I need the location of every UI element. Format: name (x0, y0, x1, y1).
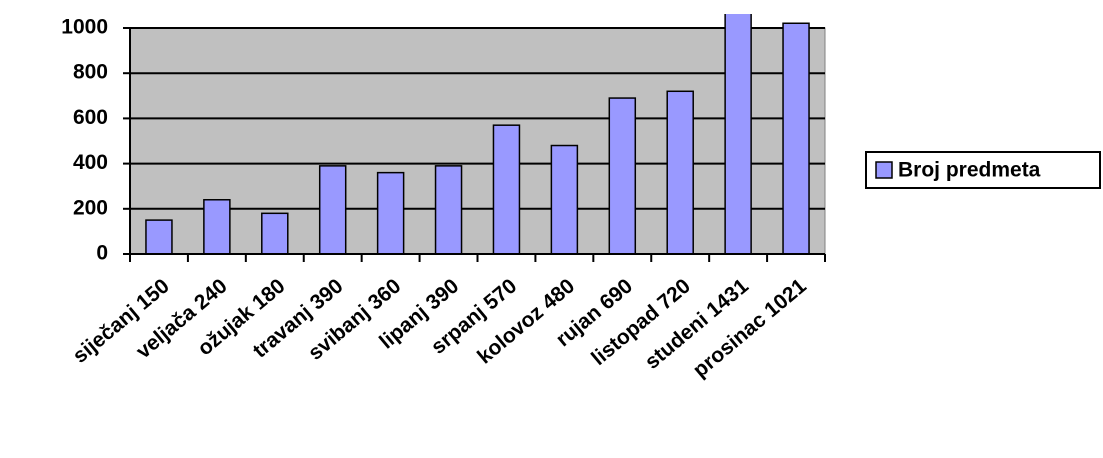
legend-label: Broj predmeta (898, 159, 1041, 182)
bar (724, 14, 752, 255)
bar (145, 219, 173, 255)
bar (492, 124, 521, 255)
bar (666, 90, 694, 255)
bar (318, 165, 347, 255)
bar (434, 165, 463, 255)
bar (782, 22, 810, 255)
bar (376, 171, 405, 255)
y-tick-label: 200 (73, 196, 108, 219)
legend-box (865, 151, 1101, 189)
bar (203, 199, 231, 255)
bar (550, 144, 579, 255)
y-tick-label: 600 (73, 106, 108, 129)
plot-area (129, 27, 826, 255)
y-tick-label: 0 (96, 242, 108, 265)
y-tick-label: 800 (73, 61, 108, 84)
y-tick-label: 400 (73, 151, 108, 174)
bar (261, 212, 289, 255)
bar (608, 97, 637, 255)
y-tick-label: 1000 (61, 16, 108, 39)
legend-swatch (875, 161, 893, 179)
